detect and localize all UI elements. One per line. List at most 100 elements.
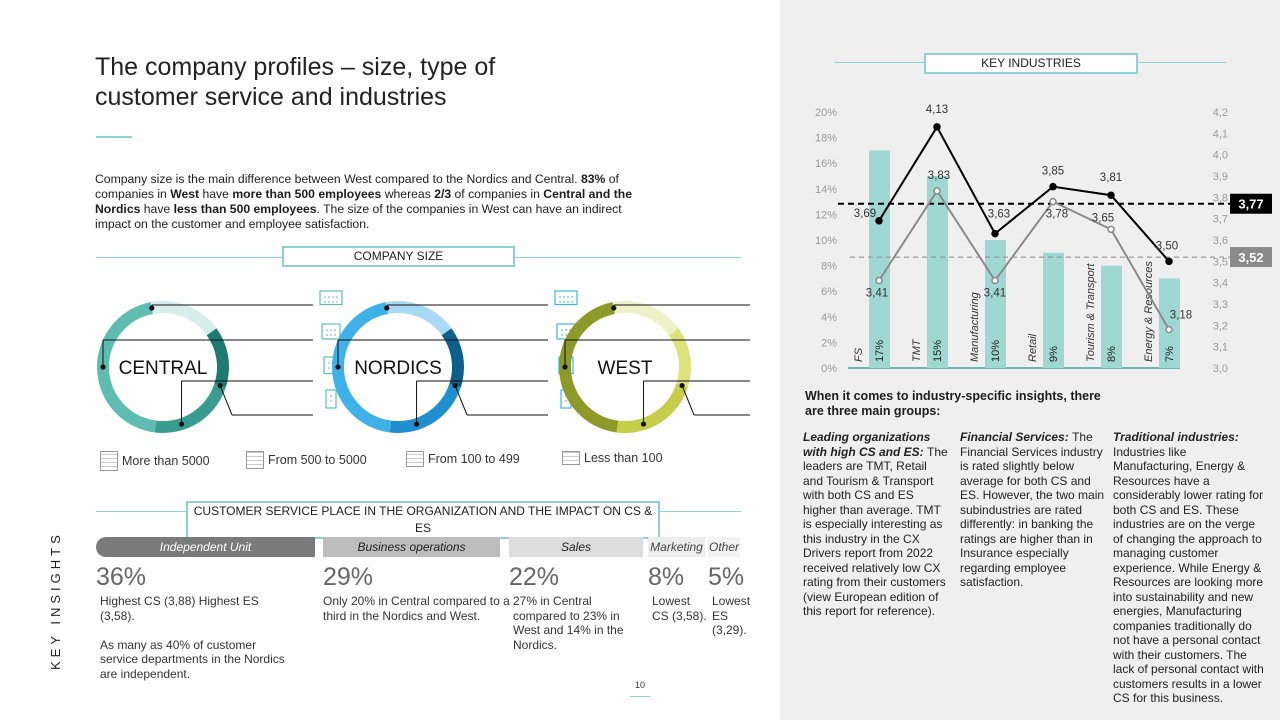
category-label: FS [853, 347, 865, 362]
legend-label: More than 5000 [122, 454, 210, 468]
intro-segment: Central and the Nordics [95, 187, 632, 216]
donut-segment [206, 328, 229, 388]
cs-category-description: Lowest ES (3,29). [712, 594, 751, 637]
line-point [933, 123, 941, 131]
line-point [933, 187, 941, 195]
y-right-tick: 3,2 [1213, 320, 1228, 332]
intro-segment: Company size is the main difference betw… [95, 172, 581, 186]
bar-label: 7% [1164, 346, 1176, 362]
leader-dot [611, 305, 617, 311]
leader-dot [149, 305, 155, 311]
point-label: 3,41 [984, 288, 1006, 300]
cs-category-percent: 36% [96, 563, 147, 591]
title-divider [96, 136, 132, 138]
industry-group-title: Traditional industries: [1113, 430, 1239, 444]
donut-segment [612, 301, 679, 336]
legend-item: From 100 to 499 [406, 451, 520, 467]
cs-category-percent: 29% [323, 563, 374, 591]
reference-badge [1230, 193, 1272, 214]
donut-nordics: NORDICS [332, 290, 578, 433]
y-left-tick: 20% [815, 107, 837, 119]
right-panel-background [780, 0, 1280, 720]
intro-segment: of companies in [95, 172, 619, 201]
cs-category-description: Highest CS (3,88) Highest ES (3,58). As … [100, 594, 285, 681]
industry-group-body: The Financial Services industry is rated… [960, 430, 1105, 589]
building-icon [321, 323, 341, 340]
page-number-rule [630, 696, 650, 697]
y-left-tick: 0% [821, 363, 837, 375]
bar-label: 8% [1106, 346, 1118, 362]
industry-group-column: Traditional industries: Industries like … [1113, 430, 1268, 706]
cs-category-percent: 5% [708, 563, 745, 591]
y-left-tick: 10% [815, 235, 837, 247]
point-label: 3,63 [988, 209, 1010, 221]
bar [869, 150, 890, 368]
cs-category-label: Other [708, 537, 740, 557]
donut-segment [668, 328, 691, 388]
leader-line [219, 385, 233, 416]
donut-segment [385, 301, 452, 336]
intro-segment: of companies in [451, 187, 544, 201]
donut-segment [389, 383, 461, 433]
cs-category-description: Only 20% in Central compared to a third … [323, 594, 510, 623]
cs-category-label: Marketing [648, 537, 705, 557]
donut-label: WEST [598, 358, 653, 379]
line-point [991, 276, 999, 285]
industry-group-body: Industries like Manufacturing, Energy & … [1113, 444, 1264, 706]
bar [1101, 265, 1122, 368]
bar-label: 15% [932, 340, 944, 362]
intro-segment: have [199, 187, 233, 201]
page-number: 10 [634, 680, 645, 690]
donut-label: NORDICS [354, 358, 442, 379]
building-small-icon [406, 451, 424, 467]
line-series [878, 189, 1170, 331]
y-left-tick: 18% [815, 133, 837, 145]
line-point [1165, 325, 1173, 334]
y-right-tick: 4,2 [1213, 107, 1228, 119]
line-point [1165, 257, 1173, 266]
category-label: TMT [911, 338, 923, 362]
point-label: 3,41 [866, 288, 888, 300]
leader-dot [384, 305, 390, 311]
reference-label: 3,52 [1238, 250, 1263, 265]
bar [927, 176, 948, 368]
intro-segment: more than 500 employees [232, 187, 382, 201]
cs-category-description: Lowest CS (3,58). [652, 594, 707, 623]
leader-dot [452, 382, 458, 389]
leader-line [454, 385, 468, 416]
y-left-tick: 16% [815, 158, 837, 170]
y-right-tick: 3,5 [1213, 256, 1228, 268]
cs-category-percent: 8% [648, 563, 685, 591]
bar-label: 10% [990, 340, 1002, 362]
cs-category-percent: 22% [509, 563, 560, 591]
legend-item: Less than 100 [562, 451, 663, 465]
y-right-tick: 3,6 [1213, 235, 1228, 247]
y-right-tick: 3,1 [1213, 342, 1228, 354]
line-point [875, 217, 883, 225]
building-icon [319, 290, 343, 306]
cs-category-label: Business operations [323, 537, 500, 557]
building-icon [554, 290, 578, 306]
y-right-tick: 4,0 [1213, 150, 1228, 162]
y-right-tick: 3,0 [1213, 363, 1228, 375]
key-industries-chart: 0% 2% 4% 6% 8% 10% 12% 14% 16% 18% 20% 3,0 3,1 3,2 3,3… [815, 104, 1272, 375]
y-right-tick: 3,8 [1213, 192, 1228, 204]
industry-group-column: Leading organizations with high CS and E… [803, 430, 948, 619]
category-label: Retail [1027, 333, 1039, 362]
y-left-tick: 4% [821, 312, 837, 324]
category-label: Energy & Resources [1143, 261, 1155, 362]
line-point [1049, 182, 1057, 191]
cs-category-label: Sales [509, 537, 643, 557]
reference-badge [1230, 247, 1272, 268]
building-tiny-icon [562, 451, 580, 465]
legend-label: Less than 100 [584, 451, 663, 465]
intro-segment: less than 500 employees [173, 202, 317, 216]
industry-group-title: Leading organizations with high CS and E… [803, 430, 931, 459]
legend-item: More than 5000 [100, 451, 210, 471]
point-label: 3,18 [1170, 310, 1192, 322]
company-size-donuts: CENTRAL NORDICS WEST [97, 290, 750, 433]
point-label: 3,78 [1046, 209, 1068, 221]
bar [1159, 278, 1180, 368]
y-right-tick: 3,7 [1213, 214, 1228, 226]
y-left-tick: 8% [821, 261, 837, 273]
